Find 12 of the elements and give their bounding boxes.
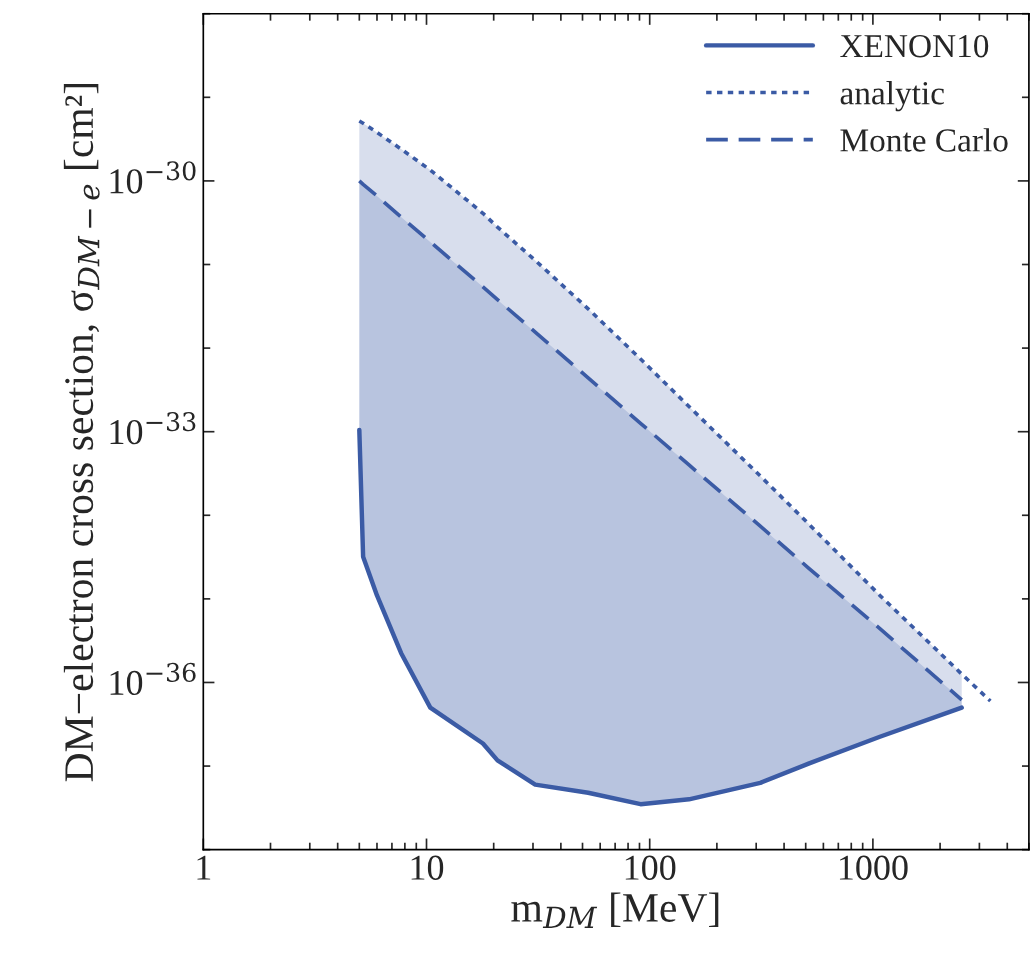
x-tick-label: 1 [197,855,211,880]
x-tick-label: 100 [625,855,676,880]
legend-label: analytic [840,81,944,112]
y-axis-title: DM−electron cross section, σ$_{DM−e}$ [cm²] [63,83,100,782]
x-axis-title: m$_{DM}$ [MeV] [511,892,719,928]
x-tick-label: 10 [411,855,444,880]
x-tick-label: 1000 [839,855,908,880]
y-tick-label: 10$^{−33}$ [110,412,196,445]
legend-label: Monte Carlo [840,128,1008,152]
y-tick-label: 10$^{−36}$ [110,662,196,696]
legend-label: XENON10 [840,34,989,58]
y-tick-label: 10$^{−30}$ [110,161,196,194]
